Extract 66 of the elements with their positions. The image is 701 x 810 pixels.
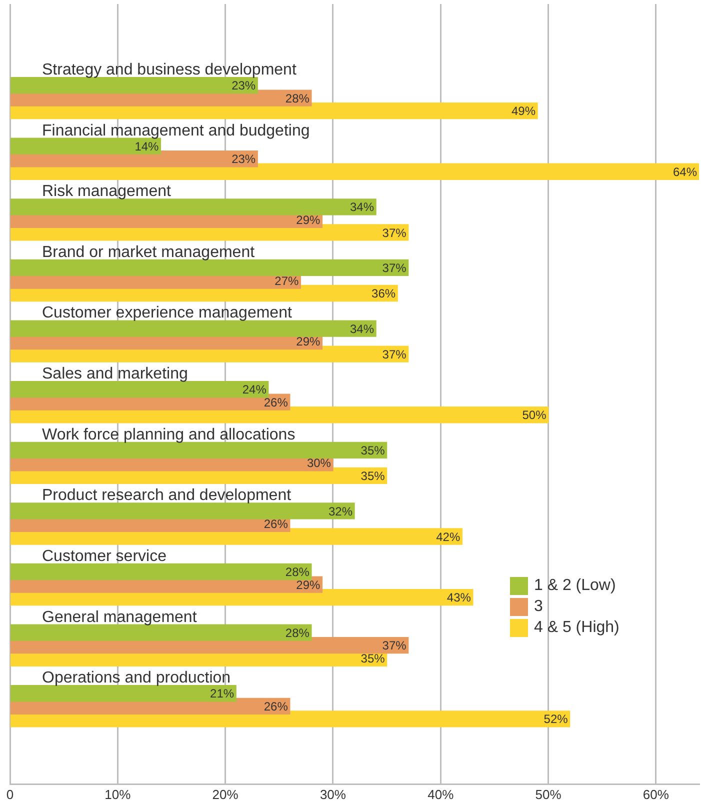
bar [10,502,355,520]
bar [10,624,312,641]
y-tick-label: Brand or market management [42,244,256,261]
data-label: 52% [544,712,568,726]
data-label: 23% [232,78,256,93]
legend-label: 3 [534,598,543,616]
y-tick-label: Customer experience management [42,304,292,322]
data-label: 32% [328,504,353,518]
data-label: 24% [242,382,267,397]
data-label: 26% [264,517,288,532]
data-label: 64% [672,164,698,179]
legend-label: 1 & 2 (Low) [534,576,616,594]
bar [10,138,162,154]
data-label: 21% [210,686,234,701]
legend-label: 4 & 5 (High) [534,618,620,636]
x-tick-label: 20% [212,786,239,802]
data-label: 34% [350,200,374,214]
bar [10,163,699,180]
y-tick-label: Financial management and budgeting [42,122,310,140]
data-label: 27% [274,274,299,288]
bar [10,563,312,580]
bar [10,685,236,702]
y-tick-label: Product research and development [42,487,292,504]
data-label: 37% [382,226,407,240]
data-label: 35% [360,443,386,458]
data-label: 50% [522,408,547,422]
data-label: 30% [306,456,332,470]
x-tick-label: 40% [428,786,454,802]
bar [10,442,388,458]
x-tick-label: 30% [320,786,346,802]
data-label: 42% [436,530,460,544]
data-label: 29% [296,212,321,227]
data-label: 36% [372,286,396,301]
x-tick-label: 60% [642,786,670,802]
bar [10,259,409,276]
x-tick-label: 50% [535,786,562,802]
data-label: 29% [296,578,321,592]
y-tick-label: Operations and production [42,670,231,687]
y-tick-label: Sales and marketing [42,366,188,383]
data-label: 35% [360,469,386,483]
bar [10,76,258,94]
data-label: 34% [350,322,374,336]
bar [10,320,376,337]
x-tick-label: 0 [6,786,14,802]
y-tick-label: Strategy and business development [42,61,297,78]
data-label: 37% [382,638,407,653]
data-label: 37% [382,261,407,276]
y-tick-label: Work force planning and allocations [42,426,296,444]
data-label: 35% [360,651,386,666]
data-label: 26% [264,699,288,714]
y-tick-label: Risk management [42,183,172,200]
data-label: 37% [382,347,407,362]
bar [10,381,269,398]
data-label: 28% [285,91,310,106]
bar [10,198,376,216]
data-label: 14% [134,139,160,154]
data-label: 29% [296,334,321,349]
x-tick-label: 10% [104,786,132,802]
data-label: 26% [264,395,288,410]
y-tick-label: Customer service [42,548,167,565]
data-label: 49% [511,104,536,118]
data-label: 28% [285,565,310,580]
data-label: 28% [285,626,310,640]
data-label: 43% [446,590,472,605]
y-tick-label: General management [42,608,198,626]
data-label: 23% [232,152,256,166]
